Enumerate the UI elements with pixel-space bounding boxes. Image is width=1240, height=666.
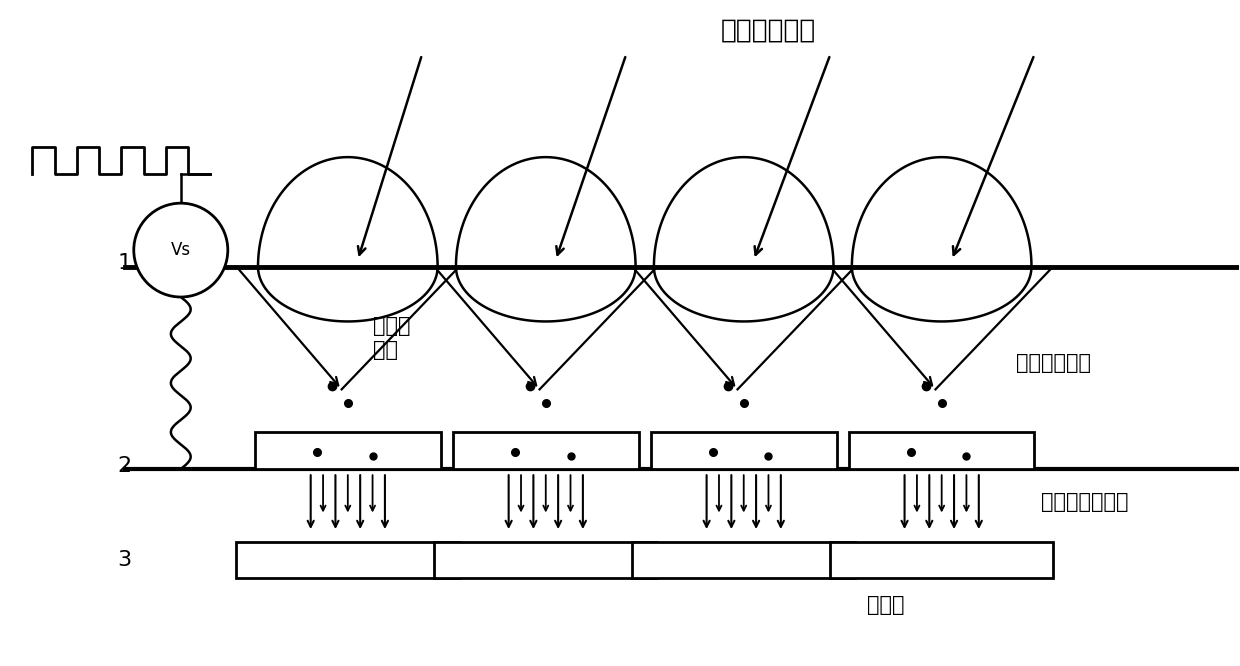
Bar (237, 542, 459, 578)
Bar (255, 432, 440, 469)
Text: 发射尖端电子: 发射尖端电子 (1016, 353, 1091, 373)
Text: 2: 2 (117, 456, 131, 476)
Text: Vs: Vs (171, 241, 191, 259)
Bar (434, 542, 657, 578)
Text: 可见光: 可见光 (868, 595, 905, 615)
Text: 倒斜成像光束: 倒斜成像光束 (720, 18, 816, 44)
Text: 可见光谱域荧光: 可见光谱域荧光 (1040, 492, 1128, 512)
Bar (831, 542, 1053, 578)
Bar (453, 432, 639, 469)
Bar (849, 432, 1034, 469)
Bar (651, 432, 837, 469)
Circle shape (134, 203, 228, 297)
Text: 1: 1 (117, 253, 131, 273)
Bar (632, 542, 856, 578)
Text: 表面波
激励: 表面波 激励 (372, 316, 410, 360)
Text: 3: 3 (117, 550, 131, 570)
